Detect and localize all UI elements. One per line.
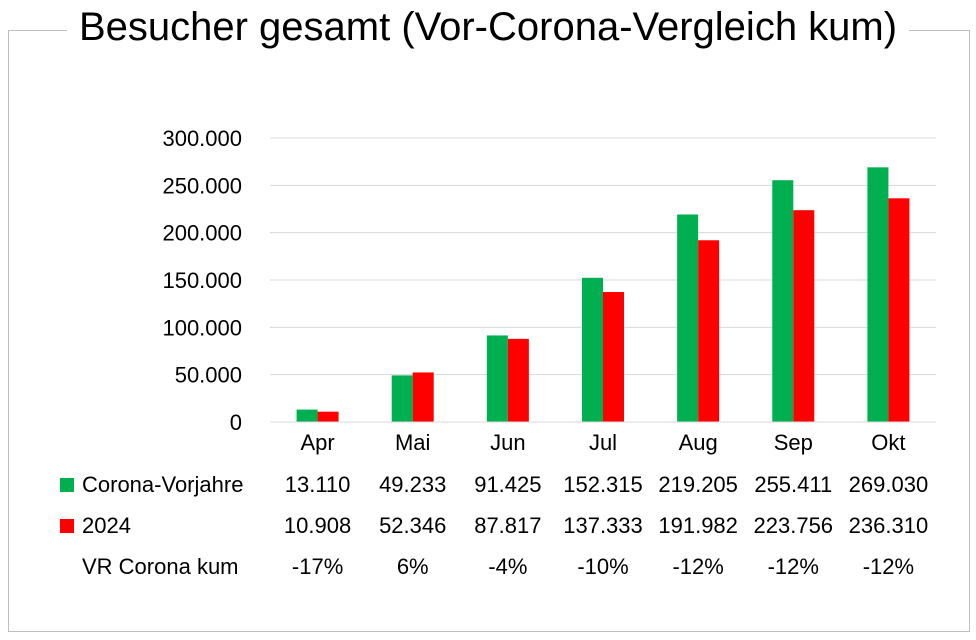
vr-corona-value: -4% <box>488 554 527 579</box>
y-tick-label: 150.000 <box>162 268 242 293</box>
data-label: 219.205 <box>658 472 738 497</box>
data-label: 10.908 <box>284 513 351 538</box>
legend-key-1 <box>60 519 74 533</box>
data-label: 87.817 <box>474 513 541 538</box>
bar-2024-okt <box>888 198 910 422</box>
table-row-label: VR Corona kum <box>82 554 239 579</box>
y-tick-label: 300.000 <box>162 126 242 151</box>
bar-corona-vorjahre-sep <box>772 180 794 422</box>
x-tick-label: Sep <box>774 430 813 455</box>
y-tick-label: 0 <box>230 410 242 435</box>
bar-corona-vorjahre-aug <box>677 214 699 422</box>
vr-corona-value: -12% <box>863 554 914 579</box>
data-label: 52.346 <box>379 513 446 538</box>
bar-corona-vorjahre-mai <box>391 375 413 422</box>
bar-corona-vorjahre-jun <box>486 335 508 422</box>
x-tick-label: Aug <box>679 430 718 455</box>
legend-key-0 <box>60 478 74 492</box>
bar-corona-vorjahre-jul <box>582 277 603 422</box>
x-tick-label: Okt <box>871 430 905 455</box>
data-label: 236.310 <box>849 513 929 538</box>
table-row-label: 2024 <box>82 513 131 538</box>
vr-corona-value: -12% <box>672 554 723 579</box>
x-tick-label: Apr <box>300 430 334 455</box>
vr-corona-value: 6% <box>397 554 429 579</box>
x-tick-label: Jul <box>589 430 617 455</box>
vr-corona-value: -17% <box>292 554 343 579</box>
bar-2024-aug <box>698 240 720 422</box>
bar-2024-sep <box>793 210 815 422</box>
chart-title-wrap: Besucher gesamt (Vor-Corona-Vergleich ku… <box>0 0 976 56</box>
y-tick-label: 250.000 <box>162 173 242 198</box>
table-row-label: Corona-Vorjahre <box>82 472 243 497</box>
bar-corona-vorjahre-apr <box>296 409 318 422</box>
vr-corona-value: -12% <box>768 554 819 579</box>
data-label: 152.315 <box>563 472 643 497</box>
x-tick-label: Jun <box>490 430 525 455</box>
chart-title: Besucher gesamt (Vor-Corona-Vergleich ku… <box>66 0 910 54</box>
x-tick-label: Mai <box>395 430 430 455</box>
data-label: 91.425 <box>474 472 541 497</box>
bar-2024-mai <box>412 372 434 422</box>
data-label: 269.030 <box>849 472 929 497</box>
y-tick-label: 100.000 <box>162 315 242 340</box>
data-label: 13.110 <box>285 472 351 497</box>
y-tick-label: 200.000 <box>162 221 242 246</box>
bar-2024-apr <box>317 411 339 422</box>
bar-2024-jul <box>603 291 624 422</box>
vr-corona-value: -10% <box>577 554 628 579</box>
data-label: 255.411 <box>754 472 832 497</box>
data-label: 137.333 <box>563 513 643 538</box>
bar-2024-jun <box>507 338 529 422</box>
y-tick-label: 50.000 <box>175 363 242 388</box>
data-label: 191.982 <box>658 513 738 538</box>
bar-corona-vorjahre-okt <box>867 167 889 422</box>
data-label: 223.756 <box>754 513 834 538</box>
data-label: 49.233 <box>379 472 446 497</box>
